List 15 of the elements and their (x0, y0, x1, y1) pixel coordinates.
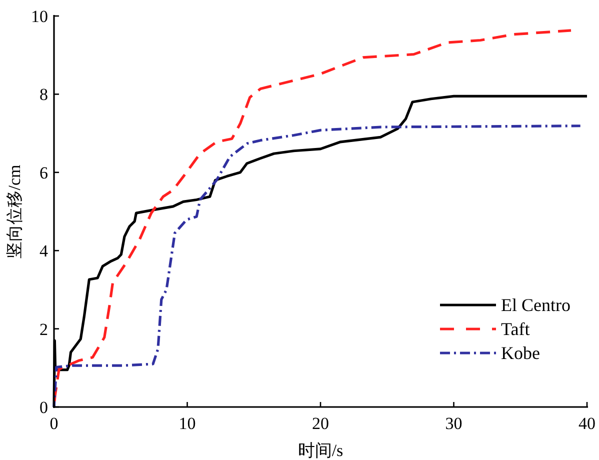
y-tick-label: 0 (40, 398, 48, 417)
y-tick-label: 8 (40, 85, 48, 104)
y-tick-label: 4 (40, 242, 48, 261)
legend-label: Taft (501, 319, 530, 339)
x-tick-label: 30 (445, 414, 462, 433)
x-axis-title: 时间/s (298, 441, 344, 460)
legend-label: Kobe (501, 343, 540, 363)
y-axis-title: 竖向位移/cm (5, 164, 24, 258)
x-tick-label: 40 (578, 414, 596, 433)
legend-label: El Centro (501, 295, 570, 315)
y-tick-label: 2 (40, 320, 48, 339)
x-tick-label: 20 (312, 414, 329, 433)
x-tick-label: 10 (178, 414, 196, 433)
y-tick-label: 6 (40, 163, 48, 182)
y-tick-label: 10 (31, 7, 48, 26)
